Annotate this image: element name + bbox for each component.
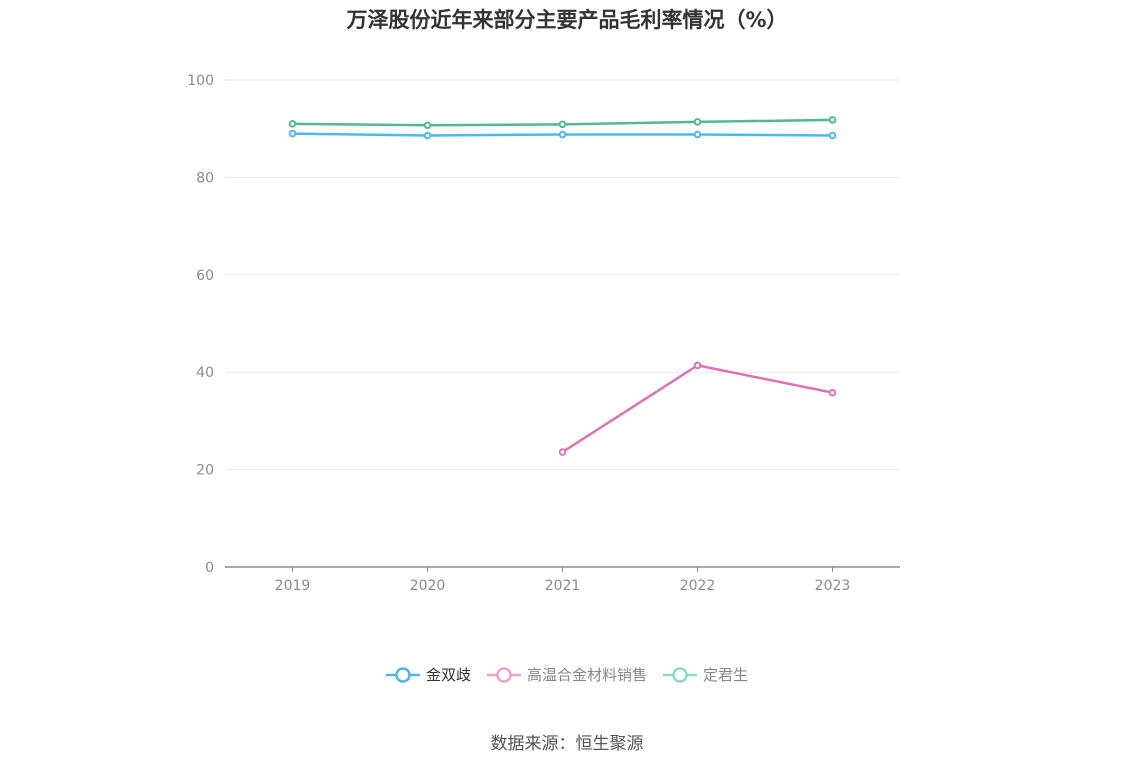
legend-item[interactable]: 定君生 — [663, 664, 748, 685]
source-note: 数据来源：恒生聚源 — [490, 734, 644, 754]
series-line — [561, 364, 833, 454]
x-tick-label: 2020 — [410, 578, 446, 594]
data-point — [558, 448, 567, 456]
x-tick-label: 2021 — [545, 578, 581, 594]
x-axis-ticks: 2019 2020 2021 2022 2023 — [275, 567, 851, 594]
grid-lines — [225, 79, 900, 568]
legend-item[interactable]: 高温合金材料销售 — [486, 664, 647, 685]
y-tick-label: 80 — [196, 170, 214, 186]
data-point — [423, 131, 432, 140]
y-axis-ticks: 0 20 40 60 80 100 — [187, 73, 214, 576]
legend-label: 定君生 — [703, 666, 749, 684]
data-point — [558, 120, 567, 129]
chart-title: 万泽股份近年来部分主要产品毛利率情况（%） — [346, 8, 788, 32]
legend-label: 金双歧 — [425, 666, 471, 684]
legend-marker-icon — [663, 666, 697, 683]
data-point — [288, 120, 297, 128]
y-tick-label: 100 — [187, 73, 214, 89]
y-tick-label: 20 — [196, 463, 214, 479]
x-tick-label: 2022 — [680, 578, 716, 594]
y-tick-label: 0 — [205, 560, 214, 576]
data-point — [558, 130, 567, 139]
legend-label: 高温合金材料销售 — [526, 666, 647, 684]
legend-marker-icon — [486, 666, 521, 683]
series-lines — [292, 118, 833, 454]
data-point — [693, 118, 702, 126]
y-tick-label: 60 — [196, 268, 214, 284]
data-point — [693, 130, 702, 139]
data-point — [828, 116, 837, 124]
data-point — [828, 131, 837, 140]
data-point — [288, 129, 297, 138]
y-tick-label: 40 — [196, 365, 214, 381]
data-point — [693, 361, 702, 370]
series-points — [288, 116, 837, 456]
legend-marker-icon — [385, 666, 420, 683]
data-point — [423, 121, 432, 130]
x-tick-label: 2019 — [275, 578, 311, 594]
legend: 金双歧 高温合金材料销售 定君生 — [0, 664, 1134, 685]
legend-item[interactable]: 金双歧 — [385, 664, 471, 685]
data-point — [828, 388, 837, 397]
x-tick-label: 2023 — [815, 578, 851, 594]
line-chart: 0 20 40 60 80 100 2019 2020 2021 2022 2023 — [187, 73, 900, 594]
